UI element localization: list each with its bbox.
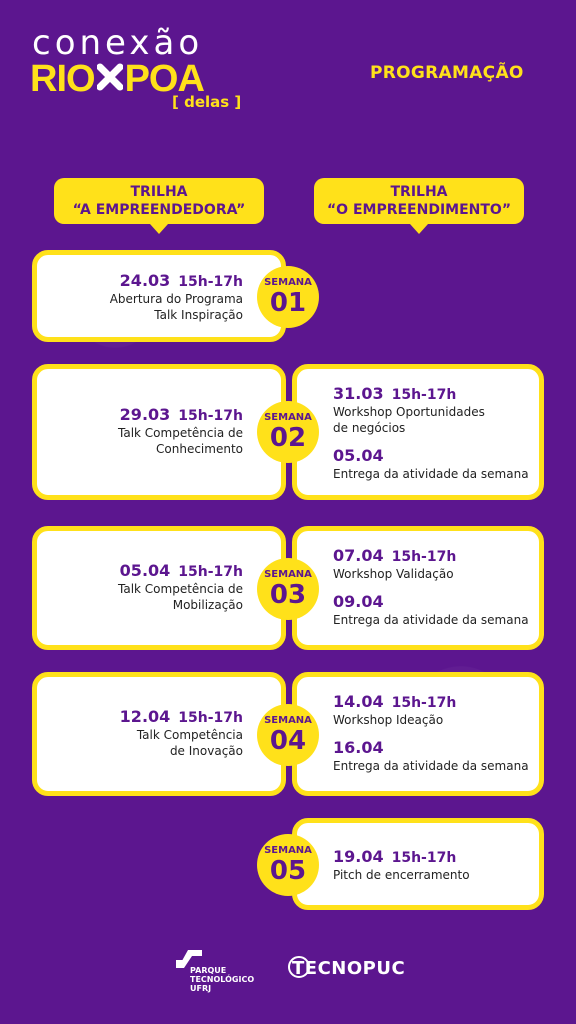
event-date: 09.04 <box>333 592 384 611</box>
logo-riopoa: RIO POA <box>30 58 205 100</box>
track-header-empreendimento: TRILHA “O EMPREENDIMENTO” <box>314 178 524 234</box>
week-number: 01 <box>269 288 307 318</box>
week4-left-card: 12.04 15h-17h Talk Competência de Inovaçã… <box>32 672 286 796</box>
page-title: PROGRAMAÇÃO <box>370 63 524 83</box>
week1-left-card: 24.03 15h-17h Abertura do Programa Talk I… <box>32 250 286 342</box>
event-time: 15h-17h <box>391 695 457 711</box>
event-time: 15h-17h <box>178 408 243 424</box>
week-label: SEMANA <box>264 412 312 423</box>
event-title: Workshop Ideação <box>333 713 444 727</box>
week2-left-card: 29.03 15h-17h Talk Competência de Conheci… <box>32 364 286 500</box>
event-title: Workshop Oportunidades <box>333 405 485 419</box>
event-date: 12.04 <box>119 707 171 726</box>
week-number: 05 <box>269 856 307 886</box>
event-title: de negócios <box>333 421 406 435</box>
event-time: 15h-17h <box>391 850 457 866</box>
week-badge-02: SEMANA 02 <box>257 401 319 463</box>
week-label: SEMANA <box>264 715 312 726</box>
tecnopuc-logo: TECNOPUC <box>292 958 406 979</box>
parque-text-2: TECNOLÓGICO <box>190 975 255 984</box>
track-label: TRILHA <box>390 184 448 200</box>
week5-right-card: 19.04 15h-17h Pitch de encerramento <box>292 818 544 910</box>
event-time: 15h-17h <box>391 549 457 565</box>
event-date: 14.04 <box>333 692 384 711</box>
week4-right-card: 14.04 15h-17h Workshop Ideação 16.04 Entr… <box>292 672 544 796</box>
week-label: SEMANA <box>264 845 312 856</box>
event-title: Entrega da atividade da semana <box>333 467 529 481</box>
logo-delas: [ delas ] <box>172 93 242 111</box>
parque-tecnologico-logo <box>174 946 204 976</box>
track-name: “O EMPREENDIMENTO” <box>326 202 512 218</box>
week3-right-card: 07.04 15h-17h Workshop Validação 09.04 En… <box>292 526 544 650</box>
week-badge-04: SEMANA 04 <box>257 704 319 766</box>
week-number: 02 <box>269 423 307 453</box>
event-title: Conhecimento <box>156 442 243 456</box>
event-date: 07.04 <box>333 546 384 565</box>
week-badge-03: SEMANA 03 <box>257 558 319 620</box>
event-date: 05.04 <box>119 561 171 580</box>
week-label: SEMANA <box>264 277 312 288</box>
track-name: “A EMPREENDEDORA” <box>72 202 246 218</box>
event-title: Entrega da atividade da semana <box>333 759 529 773</box>
event-time: 15h-17h <box>178 710 243 726</box>
event-title: Workshop Validação <box>333 567 454 581</box>
logo-rio: RIO <box>30 58 96 100</box>
event-title: Abertura do Programa <box>109 292 243 306</box>
week-number: 03 <box>269 580 307 610</box>
logo-conexao: conexão <box>32 23 204 63</box>
week-badge-01: SEMANA 01 <box>257 266 319 328</box>
track-header-empreendedora: TRILHA “A EMPREENDEDORA” <box>54 178 264 234</box>
event-date: 24.03 <box>119 271 171 290</box>
event-date: 29.03 <box>119 405 171 424</box>
event-date: 16.04 <box>333 738 384 757</box>
parque-text-3: UFRJ <box>190 984 212 993</box>
event-date: 19.04 <box>333 847 384 866</box>
week-badge-05: SEMANA 05 <box>257 834 319 896</box>
event-date: 05.04 <box>333 446 384 465</box>
parque-logo-text: PARQUE TECNOLÓGICO UFRJ <box>190 966 254 993</box>
week2-right-card: 31.03 15h-17h Workshop Oportunidades de n… <box>292 364 544 500</box>
event-time: 15h-17h <box>178 274 243 290</box>
event-date: 31.03 <box>333 384 384 403</box>
event-title: Talk Competência de <box>118 426 243 440</box>
event-title: Entrega da atividade da semana <box>333 613 529 627</box>
track-label: TRILHA <box>130 184 188 200</box>
event-title: Mobilização <box>172 598 243 612</box>
logo-x-icon <box>96 60 124 98</box>
event-title: de Inovação <box>169 744 243 758</box>
tecnopuc-logo-icon <box>288 956 310 978</box>
event-title: Pitch de encerramento <box>333 868 470 882</box>
parque-text-1: PARQUE <box>190 966 227 975</box>
event-title: Talk Competência de <box>118 582 243 596</box>
event-title: Talk Inspiração <box>154 308 243 322</box>
week-label: SEMANA <box>264 569 312 580</box>
event-time: 15h-17h <box>178 564 243 580</box>
parque-logo-icon <box>176 950 202 968</box>
event-time: 15h-17h <box>391 387 457 403</box>
week-number: 04 <box>269 726 307 756</box>
event-title: Talk Competência <box>136 728 243 742</box>
week3-left-card: 05.04 15h-17h Talk Competência de Mobiliz… <box>32 526 286 650</box>
logo-poa: POA <box>124 58 205 100</box>
